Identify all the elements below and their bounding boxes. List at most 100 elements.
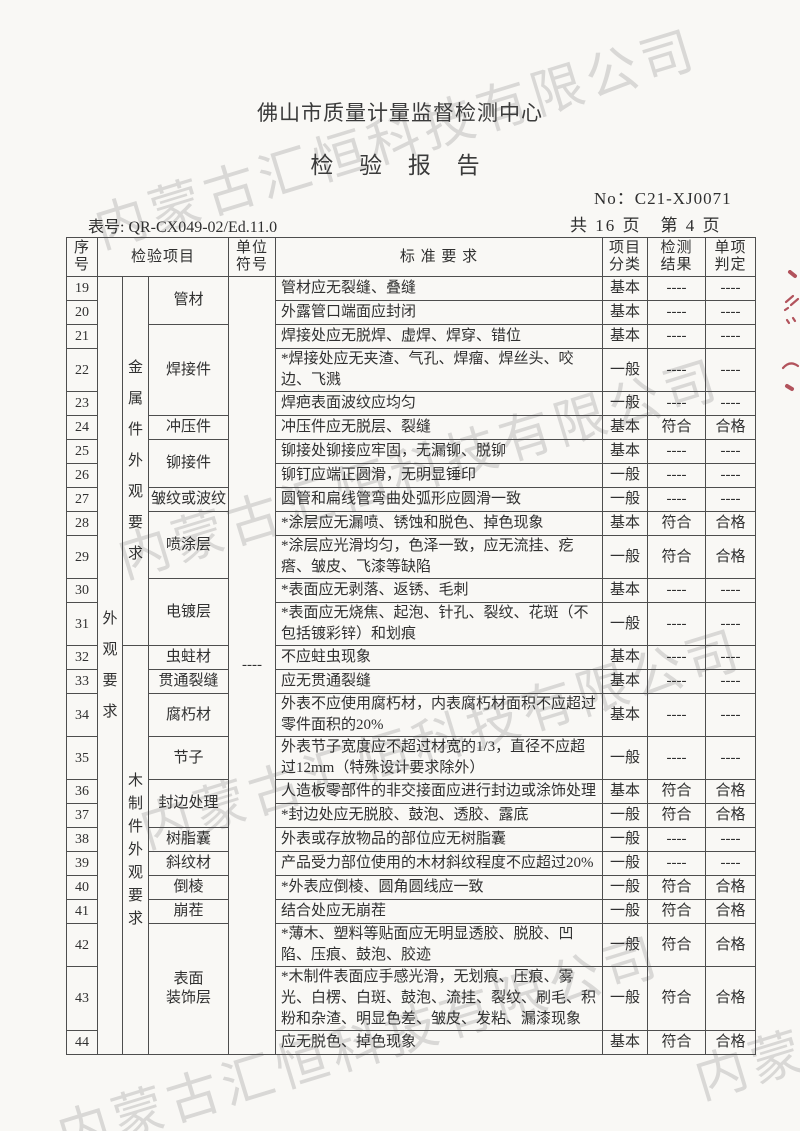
- classification-cell: 一般: [602, 348, 648, 392]
- verdict-cell: ----: [705, 276, 756, 301]
- inspection-item-cell: 树脂囊: [148, 827, 229, 852]
- row-number: 19: [66, 276, 98, 301]
- classification-cell: 一般: [602, 899, 648, 924]
- classification-cell: 一般: [602, 391, 648, 416]
- subgroup-label: 金属件外观要求: [122, 276, 149, 646]
- table-row: 32 木制件外观要求 虫蛀材 不应蛀虫现象 基本 ---- ----: [66, 645, 756, 1055]
- verdict-cell: ----: [705, 827, 756, 852]
- result-cell: ----: [647, 669, 706, 694]
- classification-cell: 基本: [602, 324, 648, 349]
- table-row: 33 贯通裂缝 应无贯通裂缝 基本 ---- ----: [66, 669, 756, 694]
- standard-requirement-cell: *表面应无剥落、返锈、毛刺: [275, 578, 603, 603]
- result-cell: 符合: [647, 779, 706, 804]
- standard-requirement-cell: *涂层应光滑均匀，色泽一致，应无流挂、疙瘩、皱皮、飞漆等缺陷: [275, 535, 603, 579]
- verdict-cell: ----: [705, 487, 756, 512]
- table-row: 31 *表面应无烧焦、起泡、针孔、裂纹、花斑（不包括镀彩锌）和划痕 一般 ---- --…: [66, 602, 756, 646]
- classification-cell: 基本: [602, 300, 648, 325]
- verdict-cell: 合格: [705, 923, 756, 967]
- row-number: 42: [66, 923, 98, 967]
- row-number: 44: [66, 1030, 98, 1055]
- table-row: 40 倒棱 *外表应倒棱、圆角圆线应一致 一般 符合 合格: [66, 875, 756, 900]
- result-cell: ----: [647, 463, 706, 488]
- standard-requirement-cell: 应无贯通裂缝: [275, 669, 603, 694]
- result-cell: ----: [647, 324, 706, 349]
- classification-cell: 一般: [602, 827, 648, 852]
- row-number: 40: [66, 875, 98, 900]
- classification-cell: 基本: [602, 578, 648, 603]
- row-number: 29: [66, 535, 98, 579]
- row-number: 34: [66, 693, 98, 737]
- subgroup-label: 木制件外观要求: [122, 645, 149, 1055]
- classification-cell: 一般: [602, 463, 648, 488]
- subgroup-label-label: 金属件外观要求: [127, 359, 143, 562]
- table-row: 26 铆钉应端正圆滑，无明显锤印 一般 ---- ----: [66, 463, 756, 488]
- table-row: 34 腐朽材 外表不应使用腐朽材，内表腐朽材面积不应超过零件面积的20% 基本 ----…: [66, 693, 756, 737]
- result-cell: 符合: [647, 511, 706, 536]
- red-stamp-fragment: [781, 270, 800, 391]
- group-appearance-requirements-label: 外观要求: [102, 610, 118, 720]
- table-row: 37 *封边处应无脱胶、鼓泡、透胶、露底 一般 符合 合格: [66, 803, 756, 828]
- row-number: 31: [66, 602, 98, 646]
- row-number: 28: [66, 511, 98, 536]
- table-header-row: 序 号 检验项目 单位 符号 标 准 要 求 项目 分类 检测 结果 单项 判定: [66, 237, 756, 277]
- result-cell: ----: [647, 487, 706, 512]
- standard-requirement-cell: 应无脱色、掉色现象: [275, 1030, 603, 1055]
- verdict-cell: ----: [705, 578, 756, 603]
- form-number: 表号: QR-CX049-02/Ed.11.0: [88, 219, 278, 236]
- standard-requirement-cell: 结合处应无崩茬: [275, 899, 603, 924]
- classification-cell: 一般: [602, 875, 648, 900]
- classification-cell: 基本: [602, 779, 648, 804]
- inspection-item-cell: 表面 装饰层: [148, 923, 229, 1055]
- row-number: 22: [66, 348, 98, 392]
- inspection-item-cell: 铆接件: [148, 439, 229, 488]
- row-number: 25: [66, 439, 98, 464]
- classification-cell: 一般: [602, 736, 648, 780]
- group-appearance-requirements: 外观要求: [97, 276, 123, 1055]
- verdict-cell: 合格: [705, 535, 756, 579]
- standard-requirement-cell: 冲压件应无脱层、裂缝: [275, 415, 603, 440]
- subgroup-label-label: 木制件外观要求: [127, 772, 143, 927]
- inspection-table: 序 号 检验项目 单位 符号 标 准 要 求 项目 分类 检测 结果 单项 判定…: [66, 237, 756, 1055]
- verdict-cell: ----: [705, 324, 756, 349]
- standard-requirement-cell: 圆管和扁线管弯曲处弧形应圆滑一致: [275, 487, 603, 512]
- verdict-cell: ----: [705, 851, 756, 876]
- verdict-cell: ----: [705, 463, 756, 488]
- row-number: 39: [66, 851, 98, 876]
- classification-cell: 基本: [602, 415, 648, 440]
- result-cell: 符合: [647, 875, 706, 900]
- row-number: 33: [66, 669, 98, 694]
- col-header-result: 检测 结果: [647, 237, 706, 277]
- classification-cell: 基本: [602, 1030, 648, 1055]
- standard-requirement-cell: 铆接处铆接应牢固，无漏铆、脱铆: [275, 439, 603, 464]
- result-cell: ----: [647, 645, 706, 670]
- inspection-item-cell: 虫蛀材: [148, 645, 229, 670]
- result-cell: 符合: [647, 899, 706, 924]
- result-cell: ----: [647, 439, 706, 464]
- row-number: 30: [66, 578, 98, 603]
- row-number: 38: [66, 827, 98, 852]
- result-cell: ----: [647, 827, 706, 852]
- inspection-item-cell: 节子: [148, 736, 229, 780]
- standard-requirement-cell: *封边处应无脱胶、鼓泡、透胶、露底: [275, 803, 603, 828]
- standard-requirement-cell: 外表不应使用腐朽材，内表腐朽材面积不应超过零件面积的20%: [275, 693, 603, 737]
- standard-requirement-cell: 焊接处应无脱焊、虚焊、焊穿、错位: [275, 324, 603, 349]
- table-row: 30 电镀层 *表面应无剥落、返锈、毛刺 基本 ---- ----: [66, 578, 756, 646]
- standard-requirement-cell: 焊疤表面波纹应均匀: [275, 391, 603, 416]
- standard-requirement-cell: *外表应倒棱、圆角圆线应一致: [275, 875, 603, 900]
- table-row: 38 树脂囊 外表或存放物品的部位应无树脂囊 一般 ---- ----: [66, 827, 756, 852]
- verdict-cell: ----: [705, 602, 756, 646]
- verdict-cell: ----: [705, 439, 756, 464]
- col-header-seq: 序 号: [66, 237, 98, 277]
- inspection-item-cell: 封边处理: [148, 779, 229, 828]
- standard-requirement-cell: 产品受力部位使用的木材斜纹程度不应超过20%: [275, 851, 603, 876]
- row-number: 20: [66, 300, 98, 325]
- result-cell: ----: [647, 276, 706, 301]
- table-row: 43 *木制件表面应手感光滑，无划痕、压痕、雾光、白楞、白斑、鼓泡、流挂、裂纹、刷…: [66, 966, 756, 1031]
- verdict-cell: 合格: [705, 511, 756, 536]
- inspection-item-cell: 皱纹或波纹: [148, 487, 229, 512]
- table-row: 42 表面 装饰层 *薄木、塑料等贴面应无明显透胶、脱胶、凹陷、压痕、鼓泡、胶迹 一般…: [66, 923, 756, 1055]
- row-number: 27: [66, 487, 98, 512]
- inspection-item-cell: 冲压件: [148, 415, 229, 440]
- row-number: 41: [66, 899, 98, 924]
- verdict-cell: 合格: [705, 1030, 756, 1055]
